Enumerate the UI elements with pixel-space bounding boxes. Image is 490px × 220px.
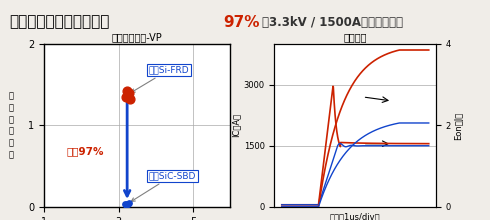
Point — [122, 202, 129, 205]
Y-axis label: 反
向
恢
复
损
耗: 反 向 恢 复 损 耗 — [9, 91, 14, 160]
Y-axis label: Eon（J）: Eon（J） — [454, 111, 463, 139]
Y-axis label: IC（A）: IC（A） — [232, 113, 241, 138]
Point — [124, 93, 132, 96]
Point — [125, 201, 133, 205]
Point — [124, 202, 132, 205]
Text: 搭载Si-FRD: 搭载Si-FRD — [131, 66, 189, 92]
Text: 搭载SiC-SBD: 搭载SiC-SBD — [131, 171, 196, 201]
Title: 反向恢复损耗-VP: 反向恢复损耗-VP — [112, 32, 163, 42]
Text: 97%: 97% — [223, 15, 260, 29]
Text: 二极管反向恢复损耗减少: 二极管反向恢复损耗减少 — [10, 15, 110, 29]
Title: 开启波形: 开启波形 — [343, 32, 367, 42]
Text: 减少97%: 减少97% — [67, 146, 104, 156]
Point — [122, 95, 130, 99]
Text: （3.3kV / 1500A的产品数据）: （3.3kV / 1500A的产品数据） — [262, 15, 403, 29]
X-axis label: 时间（1us/div）: 时间（1us/div） — [330, 212, 381, 220]
Point — [125, 91, 133, 95]
Point — [123, 90, 131, 93]
Point — [123, 203, 131, 206]
Point — [122, 204, 130, 207]
Point — [126, 97, 134, 100]
